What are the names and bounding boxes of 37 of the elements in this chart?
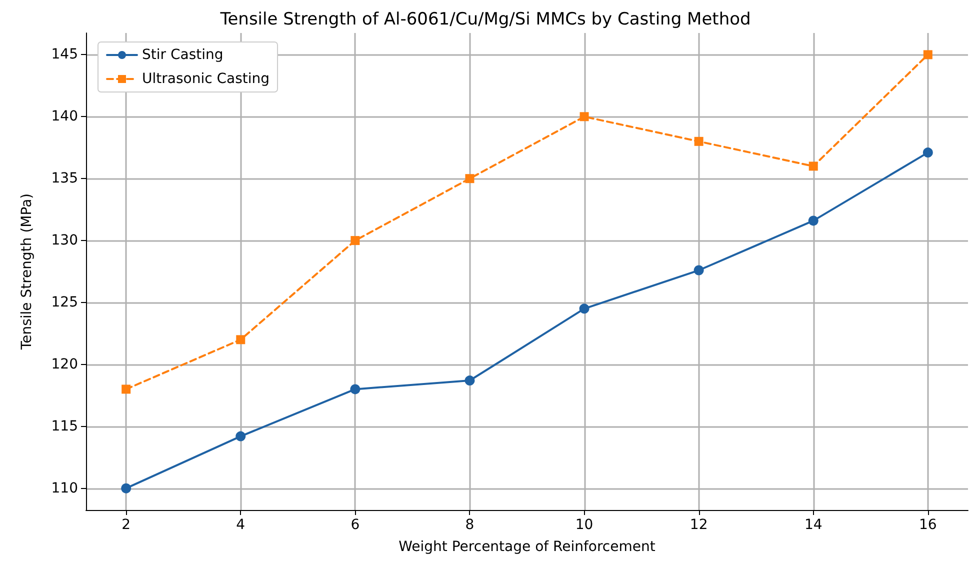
y-tick-label: 120 — [51, 356, 78, 372]
point — [465, 174, 474, 184]
x-axis-title: Weight Percentage of Reinforcement — [398, 539, 656, 555]
y-tick-label: 110 — [51, 480, 78, 496]
chart-title: Tensile Strength of Al-6061/Cu/Mg/Si MMCs by Casting Method — [219, 10, 751, 30]
y-tick-label: 125 — [51, 294, 78, 310]
point — [121, 483, 132, 494]
point — [464, 376, 475, 386]
x-tick-label: 6 — [350, 517, 360, 533]
x-tick-label: 16 — [918, 517, 937, 533]
point — [350, 384, 360, 394]
y-tick-label: 130 — [51, 232, 78, 249]
x-tick-label: 4 — [236, 517, 246, 533]
point — [236, 431, 246, 442]
y-tick-label: 145 — [51, 46, 78, 63]
point — [808, 162, 818, 171]
point — [579, 304, 590, 314]
legend-label: Stir Casting — [142, 47, 224, 63]
point — [580, 112, 589, 122]
x-tick-label: 10 — [575, 517, 594, 533]
y-tick-label: 140 — [51, 108, 78, 125]
point — [236, 335, 246, 344]
y-axis-title: Tensile Strength (MPa) — [19, 193, 35, 351]
x-tick-label: 8 — [465, 517, 474, 533]
x-tick-label: 14 — [804, 517, 822, 533]
point — [923, 50, 932, 60]
point — [350, 236, 360, 246]
x-tick-label: 12 — [690, 517, 708, 533]
point — [808, 216, 818, 226]
legend-label: Ultrasonic Casting — [142, 71, 270, 87]
point — [694, 136, 704, 146]
point — [122, 384, 131, 394]
y-tick-label: 135 — [51, 170, 78, 187]
y-tick-label: 115 — [51, 418, 78, 434]
point — [694, 265, 704, 276]
x-tick-label: 2 — [122, 517, 131, 533]
point — [922, 148, 933, 158]
